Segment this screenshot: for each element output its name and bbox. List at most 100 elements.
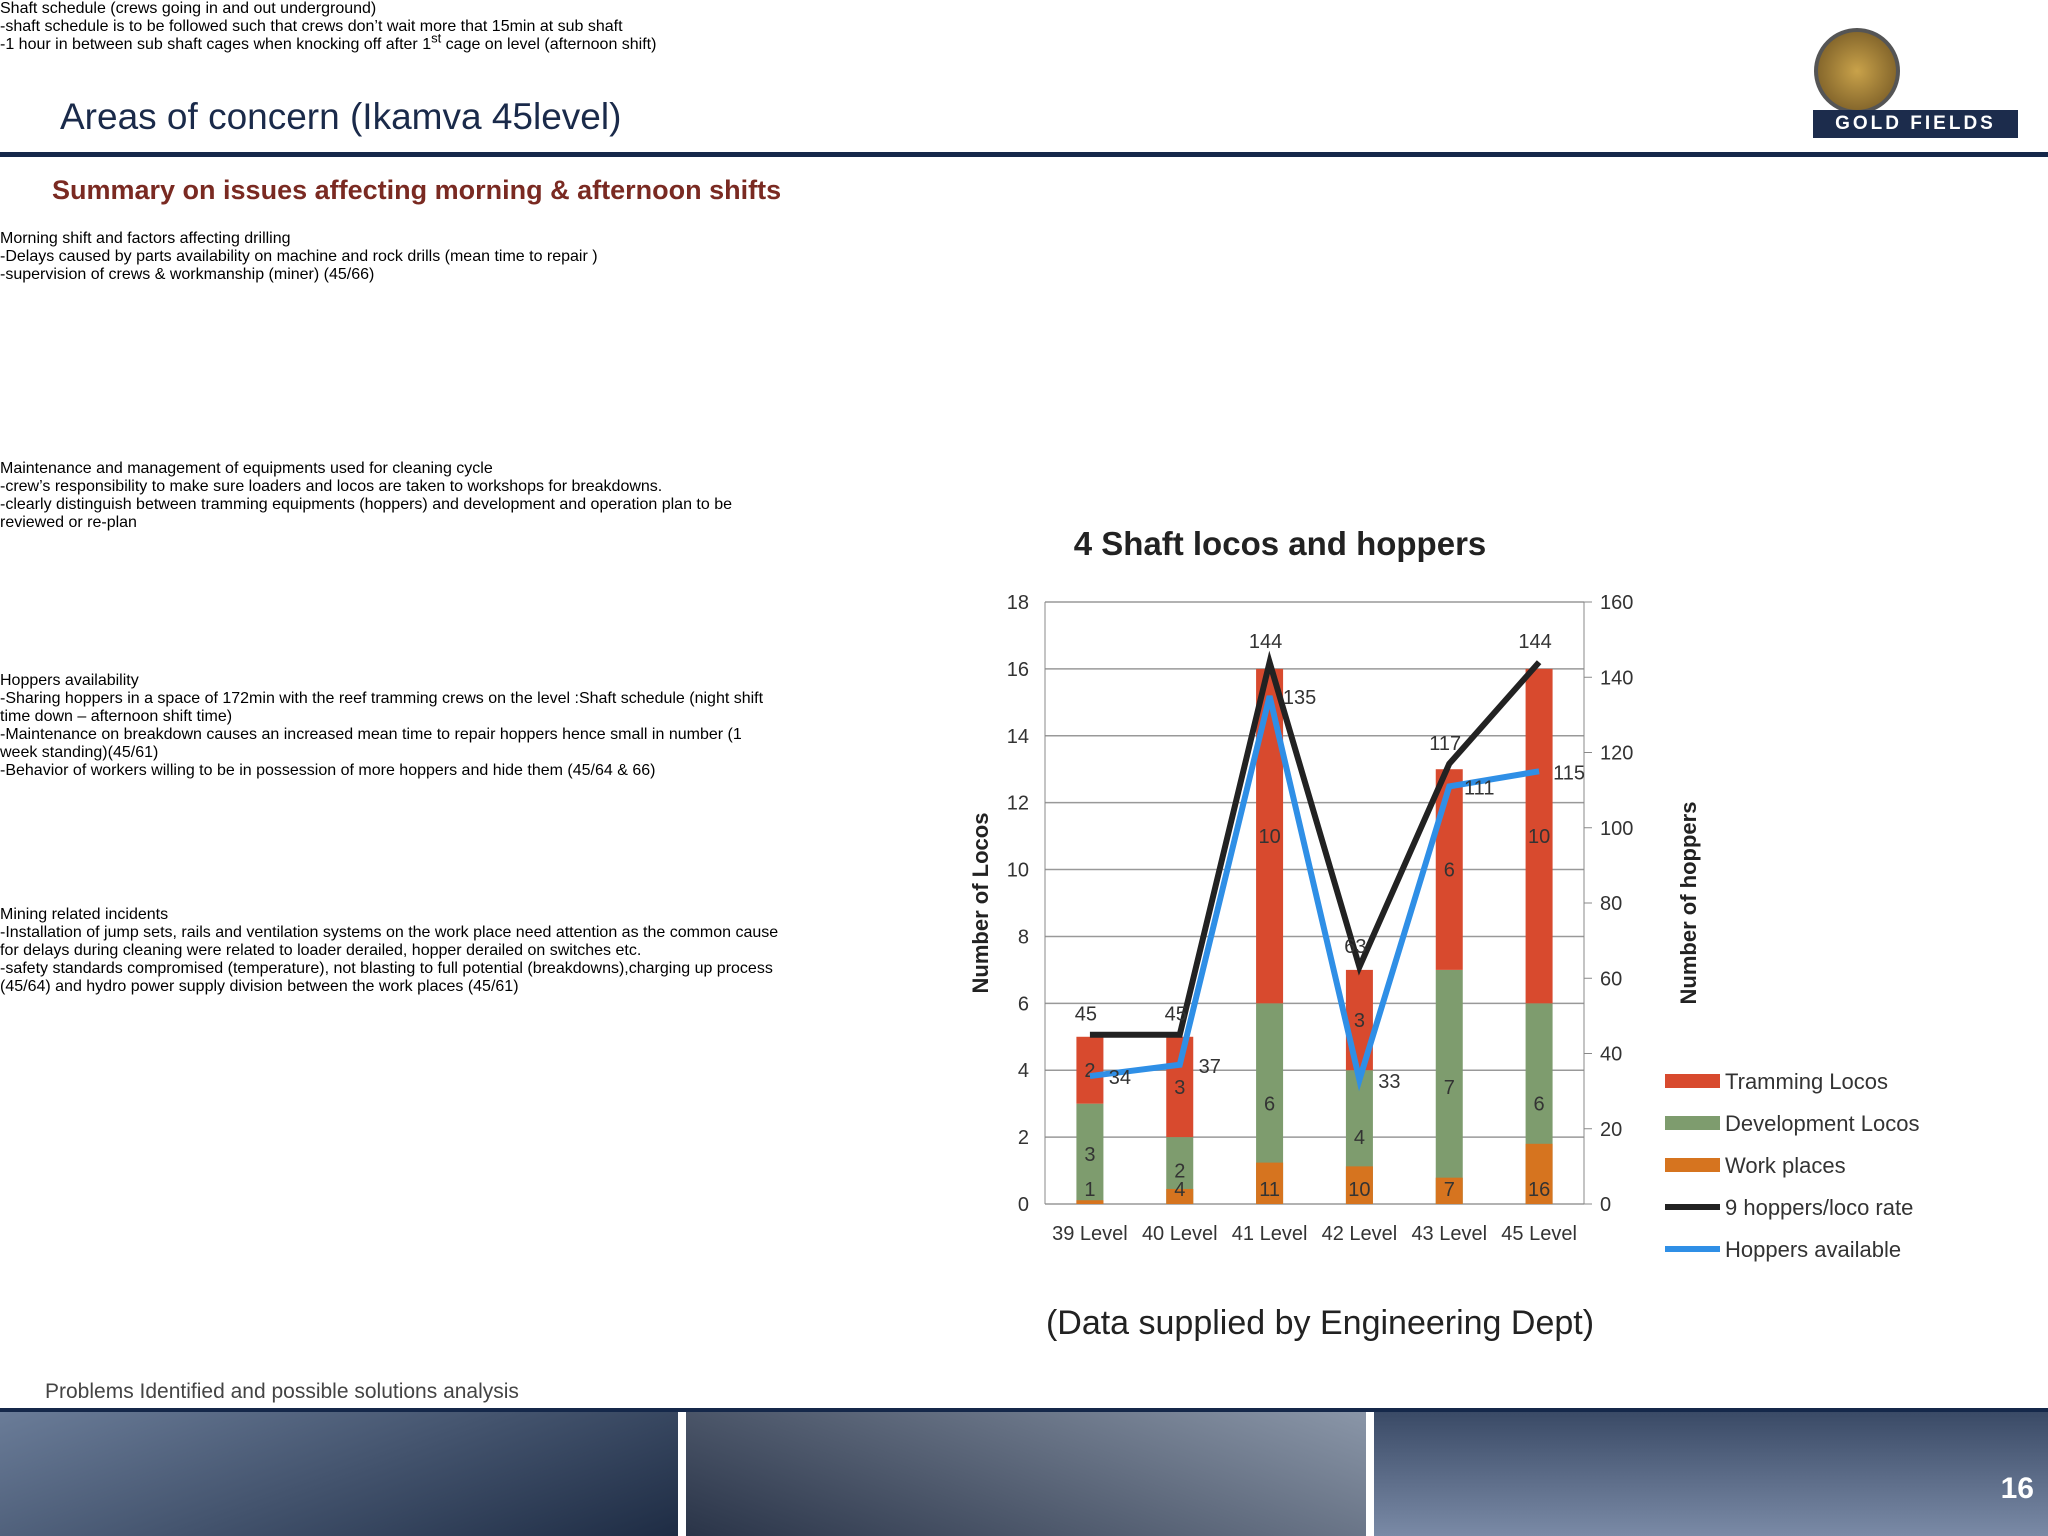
chart-caption: (Data supplied by Engineering Dept) (1046, 1304, 1594, 1342)
y2-tick-label: 140 (1600, 667, 1633, 689)
data-label: 6 (1534, 1094, 1545, 1116)
box-heading: Maintenance and management of equipments… (0, 460, 493, 477)
data-label: 10 (1348, 1179, 1370, 1201)
box-item: -safety standards compromised (temperatu… (0, 960, 780, 996)
legend-label: Development Locos (1725, 1111, 1919, 1136)
y-axis-label: Number of Locos (968, 813, 993, 994)
x-tick-label: 42 Level (1322, 1223, 1398, 1245)
text-box: Maintenance and management of equipments… (0, 460, 776, 672)
item-text: -Maintenance on breakdown causes an incr… (0, 726, 742, 761)
data-label: 117 (1429, 733, 1461, 755)
y-tick-label: 8 (1018, 926, 1029, 948)
bar-segment (1435, 969, 1463, 1204)
bar-segment (1076, 1103, 1104, 1204)
data-label: 144 (1249, 631, 1282, 653)
y-tick-label: 18 (1007, 592, 1029, 614)
item-text: -clearly distinguish between tramming eq… (0, 496, 732, 531)
bar (1076, 1200, 1104, 1204)
bar-segment (1435, 769, 1463, 970)
x-tick-label: 45 Level (1501, 1223, 1577, 1245)
page-number: 16 (2000, 1472, 2034, 1505)
data-label: 6 (1264, 1094, 1275, 1116)
data-label: 135 (1283, 687, 1316, 709)
data-label: 3 (1174, 1077, 1185, 1099)
item-text: -Sharing hoppers in a space of 172min wi… (0, 690, 764, 725)
y2-tick-label: 120 (1600, 743, 1633, 765)
bar (1166, 1188, 1194, 1204)
data-label: 33 (1378, 1071, 1400, 1093)
title-rule (0, 152, 2048, 157)
legend-label: 9 hoppers/loco rate (1725, 1195, 1913, 1220)
bar (1435, 1177, 1463, 1204)
y2-tick-label: 60 (1600, 968, 1622, 990)
data-label: 115 (1553, 762, 1585, 784)
y2-tick-label: 40 (1600, 1044, 1622, 1066)
photo (1374, 1412, 2048, 1536)
data-label: 3 (1084, 1144, 1095, 1166)
data-label: 3 (1354, 1010, 1365, 1032)
legend-swatch (1665, 1116, 1720, 1130)
y2-tick-label: 160 (1600, 592, 1633, 614)
line (1089, 695, 1540, 1092)
y-tick-label: 12 (1007, 793, 1029, 815)
y2-tick-label: 20 (1600, 1119, 1622, 1141)
data-label: 6 (1444, 860, 1455, 882)
box-heading: Shaft schedule (crews going in and out u… (0, 0, 377, 17)
photo (0, 1412, 678, 1536)
line (1089, 650, 1542, 1038)
data-label: 1 (1084, 1179, 1095, 1201)
data-label: 7 (1444, 1077, 1455, 1099)
data-label: 4 (1354, 1127, 1365, 1149)
data-label: 45 (1075, 1004, 1097, 1026)
item-text: cage on level (afternoon shift) (441, 36, 657, 53)
bar-segment (1525, 668, 1553, 1004)
bar (1345, 1166, 1373, 1204)
box-item: -shaft schedule is to be followed such t… (0, 18, 776, 36)
data-label: 16 (1528, 1179, 1550, 1201)
logo-text: GOLD FIELDS (1813, 110, 2018, 138)
item-text: -Behavior of workers willing to be in po… (0, 762, 656, 779)
item-text: -shaft schedule is to be followed such t… (0, 18, 623, 35)
data-label: 10 (1258, 826, 1280, 848)
legend-swatch (1665, 1074, 1720, 1088)
y-tick-label: 10 (1007, 860, 1029, 882)
box-item: -supervision of crews & workmanship (min… (0, 266, 732, 284)
y-tick-label: 14 (1007, 726, 1029, 748)
x-tick-label: 39 Level (1052, 1223, 1128, 1245)
footer-rule (0, 1408, 2048, 1412)
box-item: -Installation of jump sets, rails and ve… (0, 924, 780, 960)
box-item: -1 hour in between sub shaft cages when … (0, 32, 776, 54)
data-label: 34 (1109, 1067, 1131, 1089)
photo (686, 1412, 1366, 1536)
footer-text: Problems Identified and possible solutio… (45, 1380, 519, 1403)
item-text: -Delays caused by parts availability on … (0, 248, 598, 265)
box-heading: Morning shift and factors affecting dril… (0, 230, 291, 247)
y2-tick-label: 0 (1600, 1194, 1611, 1216)
slide-title: Areas of concern (Ikamva 45level) (60, 96, 622, 137)
bar (1256, 1162, 1284, 1204)
legend-label: Hoppers available (1725, 1237, 1901, 1262)
bar (1525, 1143, 1553, 1204)
data-label: 2 (1084, 1060, 1095, 1082)
box-item: -Delays caused by parts availability on … (0, 248, 732, 266)
item-text: -Installation of jump sets, rails and ve… (0, 924, 779, 959)
y-tick-label: 4 (1018, 1060, 1029, 1082)
data-label: 11 (1259, 1179, 1280, 1201)
data-label: 7 (1444, 1179, 1455, 1201)
text-box: Mining related incidents -Installation of… (0, 906, 780, 1166)
bar-segment (1076, 1036, 1104, 1104)
item-text: -crew’s responsibility to make sure load… (0, 478, 663, 495)
item-text: -1 hour in between sub shaft cages when … (0, 36, 432, 53)
box-heading: Mining related incidents (0, 906, 169, 923)
box-item: -clearly distinguish between tramming eq… (0, 496, 776, 532)
data-label: 63 (1344, 936, 1366, 958)
x-tick-label: 40 Level (1142, 1223, 1218, 1245)
data-label: 4 (1174, 1179, 1185, 1201)
subtitle: Summary on issues affecting morning & af… (52, 175, 782, 205)
text-box: Hoppers availability -Sharing hoppers in … (0, 672, 776, 906)
boxes: Shaft schedule (crews going in and out u… (0, 0, 780, 1166)
y-tick-label: 0 (1018, 1194, 1029, 1216)
box-item: -Behavior of workers willing to be in po… (0, 762, 776, 780)
